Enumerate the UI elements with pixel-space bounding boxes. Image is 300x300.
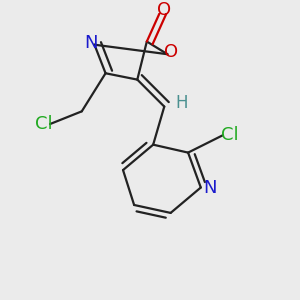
Text: H: H — [176, 94, 188, 112]
Text: O: O — [164, 43, 178, 61]
Text: O: O — [157, 1, 171, 19]
Text: Cl: Cl — [220, 126, 238, 144]
Text: Cl: Cl — [35, 115, 53, 133]
Text: N: N — [203, 178, 216, 196]
Text: N: N — [85, 34, 98, 52]
